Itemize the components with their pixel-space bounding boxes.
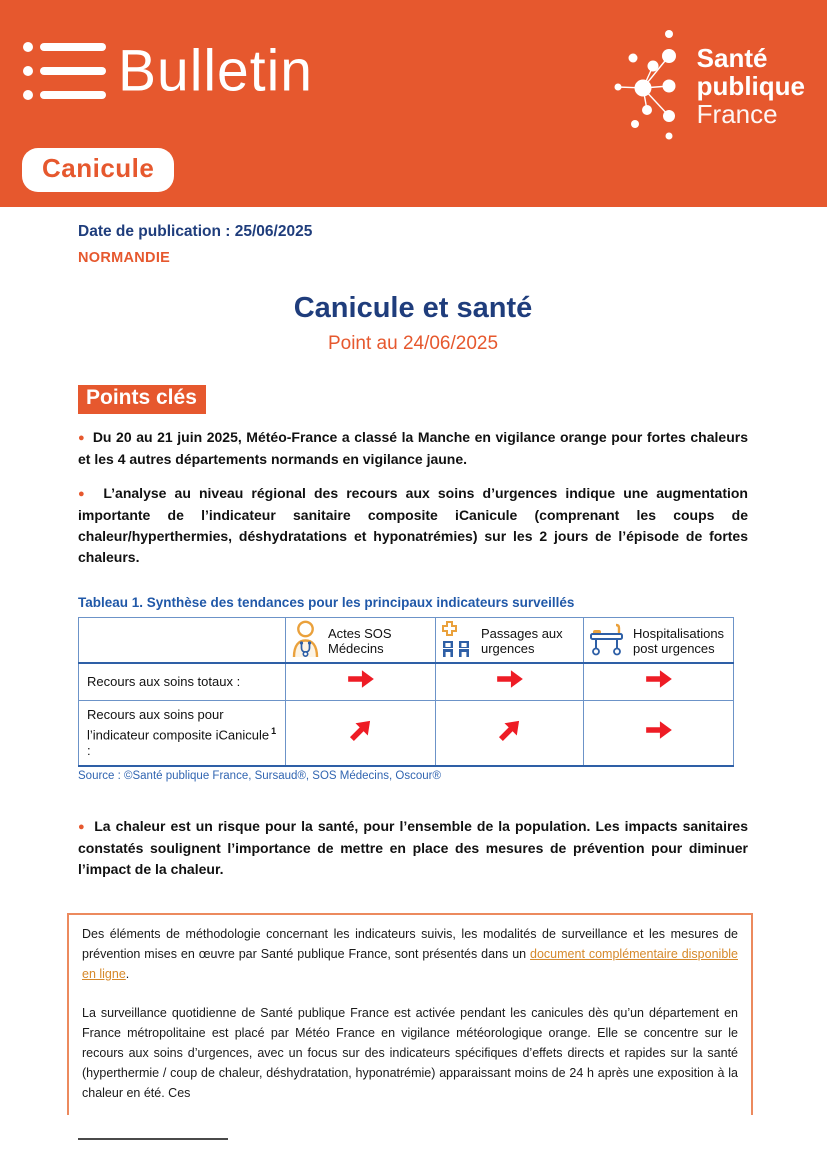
table-row-recours-totaux: Recours aux soins totaux :	[78, 662, 734, 701]
trend-cell	[583, 699, 734, 767]
sante-publique-france-logo: Santé publique France	[603, 24, 805, 147]
row-label: Recours aux soins totaux :	[78, 662, 286, 701]
column-header-label: Actes SOS Médecins	[328, 626, 392, 656]
spf-network-dots-icon	[603, 24, 687, 147]
trend-arrow-icon	[495, 668, 525, 690]
spf-text-line1: Santé	[696, 42, 768, 73]
key-points-heading: Points clés	[78, 385, 206, 414]
document-body: Date de publication : 25/06/2025 NORMAND…	[0, 223, 827, 1169]
methodology-paragraph-2: La surveillance quotidienne de Santé pub…	[82, 1005, 738, 1100]
trend-cell	[285, 699, 436, 767]
key-point-bullet-3: La chaleur est un risque pour la santé, …	[78, 816, 748, 880]
hospital-bed-icon	[590, 622, 624, 661]
bulletin-logo: Bulletin	[22, 38, 313, 104]
trend-arrow-icon	[644, 719, 674, 741]
bulletin-wordmark: Bulletin	[118, 37, 313, 104]
footnote-separator	[78, 1137, 228, 1140]
trend-cell	[435, 699, 584, 767]
spf-text-line2: publique	[696, 70, 805, 101]
spf-text-line3: France	[696, 98, 778, 129]
trend-arrow-icon	[495, 719, 525, 742]
methodology-paragraph-1: Des éléments de méthodologie concernant …	[82, 926, 738, 981]
table-header-row: Actes SOS Médecins	[78, 617, 734, 664]
trend-cell	[583, 662, 734, 701]
table-row-icanicule: Recours aux soins pour l’indicateur comp…	[78, 699, 734, 767]
table-caption: Tableau 1. Synthèse des tendances pour l…	[78, 595, 575, 610]
page-subtitle: Point au 24/06/2025	[327, 333, 499, 354]
trend-arrow-icon	[346, 668, 376, 690]
emergency-waiting-room-icon	[442, 620, 472, 662]
complementary-document-link[interactable]: document complémentaire disponible en li…	[82, 946, 738, 981]
canicule-badge: Canicule	[22, 148, 175, 192]
column-header-hospitalisations: Hospitalisations post urgences	[583, 617, 734, 664]
methodology-box: Des éléments de méthodologie concernant …	[67, 912, 753, 1115]
canicule-badge-label: Canicule	[42, 153, 155, 183]
table-source: Source : ©Santé publique France, Sursaud…	[78, 769, 441, 782]
column-header-label: Passages aux urgences	[481, 626, 563, 656]
page-title: Canicule et santé	[293, 292, 533, 324]
trend-summary-table: Actes SOS Médecins	[78, 617, 734, 767]
key-point-bullet-1: Du 20 au 21 juin 2025, Météo-France a cl…	[78, 427, 748, 470]
trend-cell	[435, 662, 584, 701]
trend-cell	[285, 662, 436, 701]
column-header-sos-medecins: Actes SOS Médecins	[285, 617, 436, 664]
publication-date: Date de publication : 25/06/2025	[78, 223, 313, 240]
region-label: NORMANDIE	[78, 250, 171, 266]
column-header-urgences: Passages aux urgences	[435, 617, 584, 664]
trend-arrow-icon	[346, 719, 376, 742]
sos-medecins-doctor-icon	[292, 620, 319, 662]
spf-logo-text: Santé publique France	[697, 44, 805, 128]
row-label: Recours aux soins pour l’indicateur comp…	[78, 699, 286, 767]
footnote-reference: 1	[271, 725, 277, 736]
column-header-label: Hospitalisations post urgences	[633, 626, 725, 656]
table-corner-cell	[78, 617, 286, 664]
header-band: Bulletin	[0, 0, 827, 207]
trend-arrow-icon	[644, 668, 674, 690]
key-point-bullet-2: L’analyse au niveau régional des recours…	[78, 483, 748, 568]
bulleted-list-icon	[22, 38, 110, 104]
